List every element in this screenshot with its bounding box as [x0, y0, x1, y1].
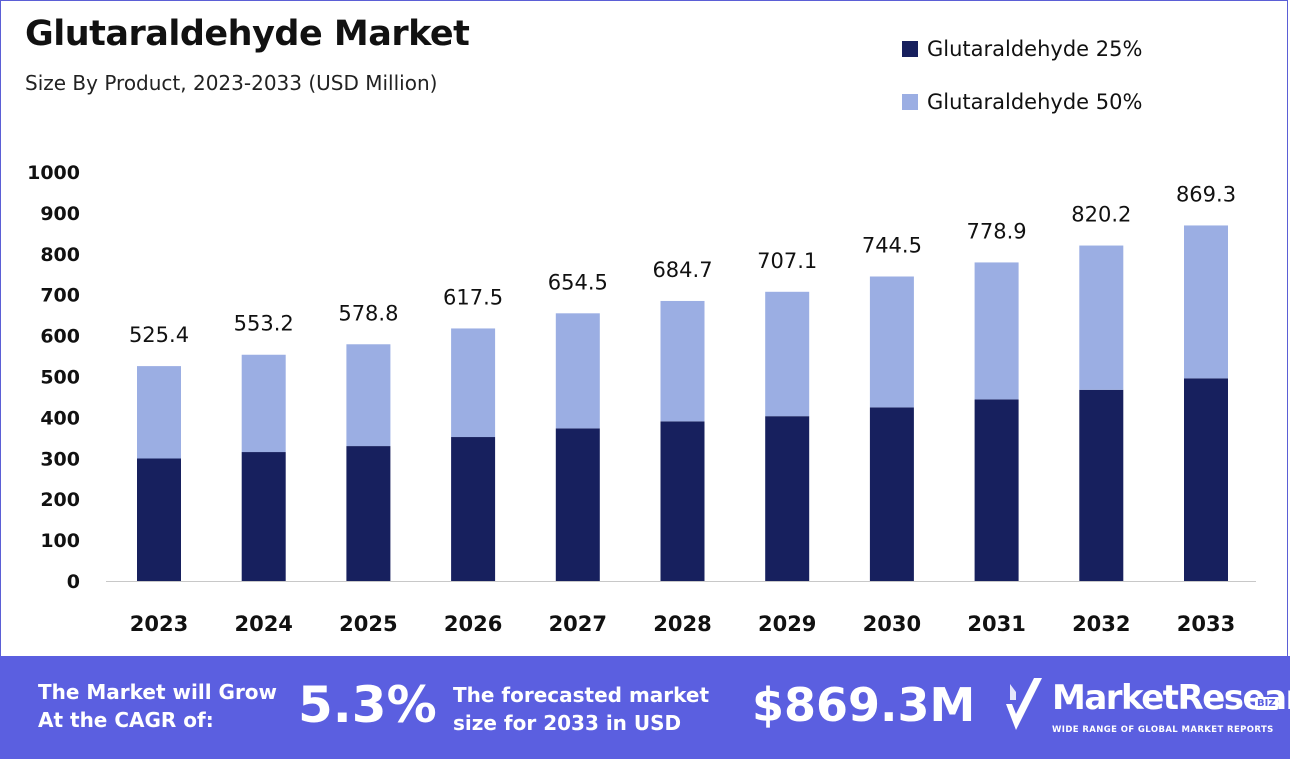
brand-check-icon — [1006, 678, 1042, 730]
cagr-value: 5.3% — [298, 676, 437, 734]
y-tick-label: 1000 — [27, 162, 80, 184]
y-tick-label: 700 — [40, 285, 80, 307]
y-tick-label: 200 — [40, 489, 80, 511]
legend-item-25: Glutaraldehyde 25% — [902, 36, 1142, 62]
x-tick-label: 2030 — [863, 612, 921, 636]
y-tick-label: 300 — [40, 448, 80, 470]
chart-frame — [0, 0, 1288, 656]
forecast-value: $869.3M — [752, 678, 976, 732]
y-tick-label: 800 — [40, 244, 80, 266]
bar-segment-25 — [974, 399, 1019, 581]
footer-banner: The Market will Grow At the CAGR of: 5.3… — [0, 656, 1290, 759]
total-data-label: 654.5 — [548, 270, 608, 294]
brand-logo: MarketResearch BIZ WIDE RANGE OF GLOBAL … — [1002, 672, 1290, 742]
bar-segment-25 — [346, 446, 391, 581]
bar-segment-50 — [869, 276, 914, 408]
bar-segment-25 — [1079, 389, 1124, 581]
legend-swatch-50 — [902, 94, 918, 110]
total-data-label: 525.4 — [129, 323, 189, 347]
stacked-bar-chart: 0 100 200 300 400 500 600 700 800 900 1000 525.4 202… — [27, 162, 1256, 636]
bar-segment-25 — [137, 458, 181, 581]
bar-segment-25 — [241, 452, 286, 581]
x-tick-label: 2025 — [339, 612, 397, 636]
legend-item-50: Glutaraldehyde 50% — [902, 89, 1142, 115]
x-tick-label: 2023 — [130, 612, 188, 636]
bar-segment-50 — [1184, 225, 1228, 379]
total-data-label: 869.3 — [1176, 182, 1236, 206]
y-tick-label: 0 — [67, 571, 80, 593]
x-tick-label: 2032 — [1072, 612, 1130, 636]
bar-segment-25 — [1184, 378, 1228, 581]
forecast-label-line-2: size for 2033 in USD — [453, 711, 682, 735]
cagr-label-line-2: At the CAGR of: — [38, 708, 214, 732]
legend: Glutaraldehyde 25% Glutaraldehyde 50% — [902, 36, 1142, 142]
forecast-label: The forecasted market size for 2033 in U… — [453, 681, 709, 737]
bar-segment-50 — [346, 344, 391, 447]
x-tick-label: 2024 — [234, 612, 292, 636]
y-tick-label: 100 — [40, 530, 80, 552]
bar-segment-50 — [1079, 245, 1124, 390]
bar-segment-50 — [137, 366, 181, 459]
chart-subtitle: Size By Product, 2023-2033 (USD Million) — [25, 71, 438, 95]
y-tick-label: 500 — [40, 367, 80, 389]
x-tick-label: 2033 — [1177, 612, 1235, 636]
bar-segment-25 — [869, 407, 914, 581]
x-tick-label: 2027 — [549, 612, 607, 636]
x-tick-label: 2031 — [967, 612, 1025, 636]
bar-segment-25 — [765, 416, 810, 581]
total-data-label: 684.7 — [652, 258, 712, 282]
x-tick-label: 2026 — [444, 612, 502, 636]
legend-swatch-25 — [902, 41, 918, 57]
bar-segment-50 — [765, 291, 810, 417]
x-tick-label: 2028 — [653, 612, 711, 636]
total-data-label: 744.5 — [862, 233, 922, 257]
bar-segment-25 — [555, 428, 600, 581]
bar-segment-50 — [974, 262, 1019, 400]
y-tick-label: 900 — [40, 203, 80, 225]
cagr-label-line-1: The Market will Grow — [38, 680, 278, 704]
total-data-label: 820.2 — [1071, 203, 1131, 227]
y-tick-label: 600 — [40, 326, 80, 348]
bar-segment-25 — [660, 421, 705, 581]
total-data-label: 578.8 — [338, 301, 398, 325]
x-tick-label: 2029 — [758, 612, 816, 636]
bar-segment-50 — [555, 313, 600, 429]
bar-segment-50 — [660, 300, 705, 422]
bar-segment-50 — [451, 328, 496, 438]
total-data-label: 778.9 — [967, 219, 1027, 243]
brand-suffix: BIZ — [1255, 697, 1278, 710]
bar-segment-50 — [241, 354, 286, 453]
total-data-label: 707.1 — [757, 249, 817, 273]
y-tick-label: 400 — [40, 407, 80, 429]
cagr-label: The Market will Grow At the CAGR of: — [38, 678, 277, 734]
legend-label-50: Glutaraldehyde 50% — [927, 90, 1143, 114]
brand-name: MarketResearch — [1052, 678, 1290, 718]
total-data-label: 617.5 — [443, 285, 503, 309]
bar-segment-25 — [451, 437, 496, 581]
chart-title: Glutaraldehyde Market — [25, 14, 470, 54]
forecast-label-line-1: The forecasted market — [453, 683, 710, 707]
legend-label-25: Glutaraldehyde 25% — [927, 37, 1143, 61]
brand-tagline: WIDE RANGE OF GLOBAL MARKET REPORTS — [1052, 725, 1274, 735]
total-data-label: 553.2 — [234, 312, 294, 336]
